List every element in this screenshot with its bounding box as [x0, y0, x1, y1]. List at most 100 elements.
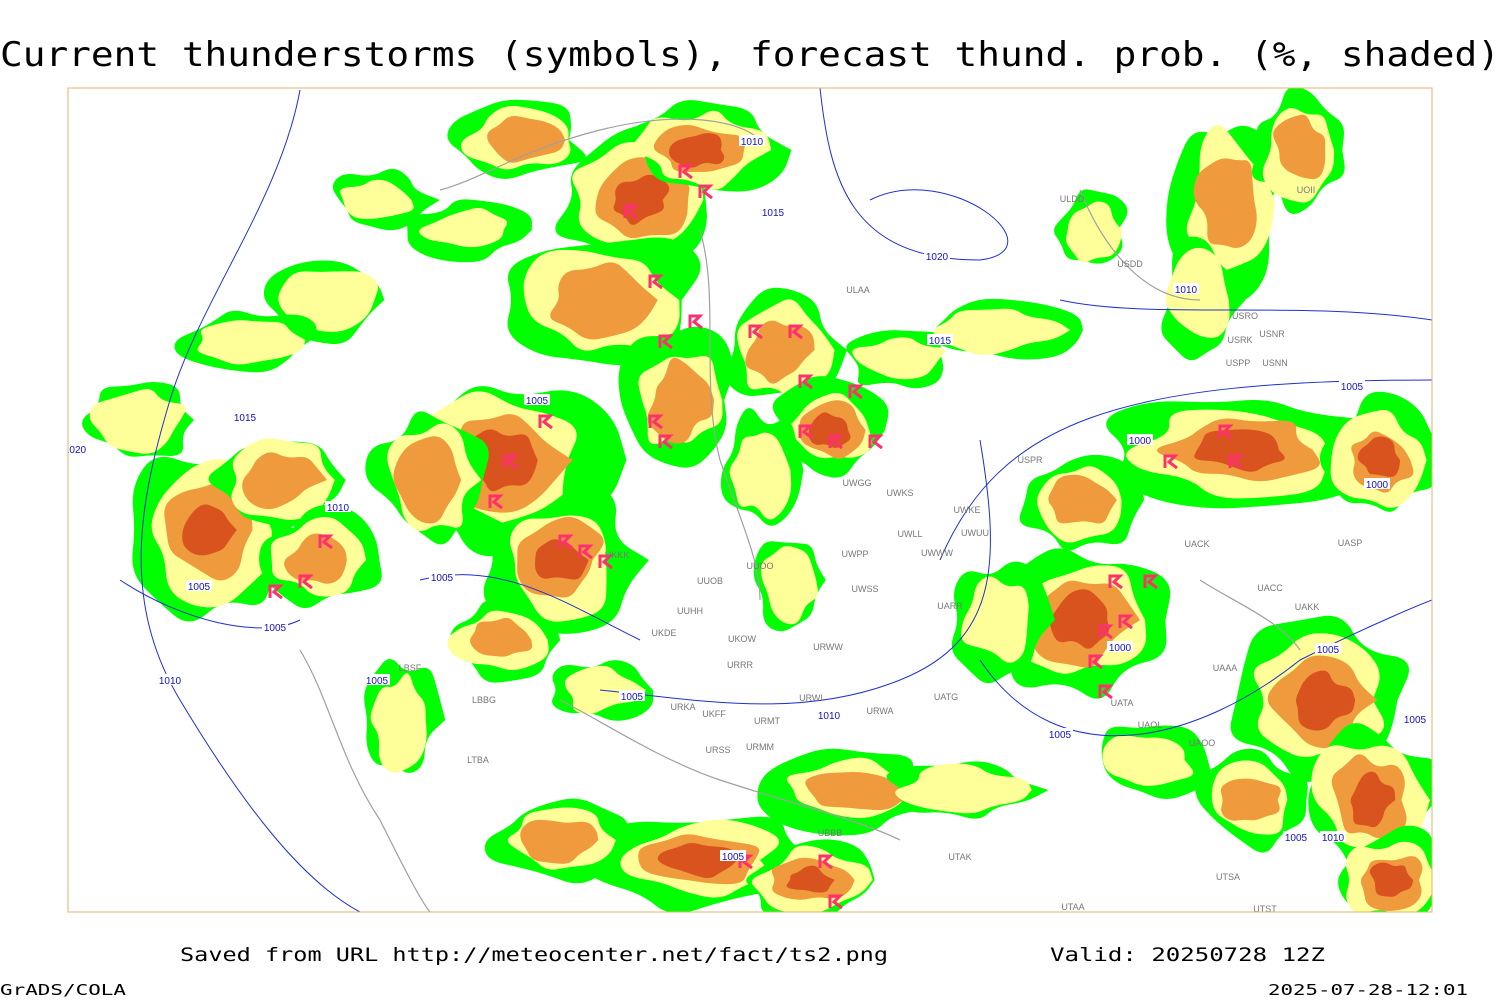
storm-symbol — [558, 534, 574, 550]
station-label: UAKK — [1295, 602, 1320, 612]
isobar-label-bg — [1315, 643, 1341, 654]
storm-symbol — [818, 854, 834, 870]
station-label: ULDD — [1060, 194, 1085, 204]
isobar-label: 1015 — [929, 336, 952, 347]
station-label: UTAK — [948, 852, 971, 862]
prob-shading — [805, 772, 910, 811]
prob-shading — [895, 763, 1032, 814]
isobar-label: 1015 — [762, 208, 785, 219]
storm-symbol — [1228, 454, 1244, 470]
isobar-label-bg — [739, 135, 765, 146]
prob-shading — [419, 207, 508, 248]
station-label: URMT — [754, 716, 780, 726]
isobar-label-bg — [1283, 831, 1309, 842]
isobar — [140, 89, 361, 912]
prob-shading — [852, 337, 946, 380]
isobar-label: 1005 — [621, 692, 644, 703]
title: Current thunderstorms (symbols), forecas… — [0, 35, 1500, 75]
prob-shading — [1369, 862, 1414, 897]
station-label: UARR — [937, 601, 963, 611]
prob-shading — [89, 389, 186, 454]
station-label: UACC — [1257, 583, 1283, 593]
station-label: UBBB — [818, 828, 843, 838]
isobar-label-bg — [1364, 478, 1390, 489]
prob-shading — [1066, 201, 1123, 263]
station-label: UAAA — [1213, 663, 1238, 673]
storm-symbol — [488, 494, 504, 510]
station-label: URWA — [867, 706, 894, 716]
station-label: URSS — [705, 745, 730, 755]
station-label: URKA — [670, 702, 695, 712]
isobar-label-bg — [325, 501, 351, 512]
software: GrADS/COLA — [0, 981, 126, 999]
station-label: UACK — [1184, 539, 1209, 549]
isobar-label-bg — [1402, 713, 1428, 724]
isobar-label: 1005 — [1049, 730, 1072, 741]
station-label: UWPP — [842, 549, 869, 559]
prob-shading — [393, 436, 462, 524]
storm-symbol — [1108, 574, 1124, 590]
valid-time: Valid: 20250728 12Z — [1050, 944, 1325, 966]
coastline — [559, 699, 901, 841]
station-label: UWKE — [954, 505, 981, 515]
isobar-label: 1000 — [1109, 643, 1132, 654]
prob-shading — [1194, 429, 1285, 472]
prob-shading — [197, 320, 306, 365]
storm-symbol — [1088, 654, 1104, 670]
prob-shading — [242, 452, 327, 510]
storm-symbol — [678, 164, 694, 180]
coastline — [1199, 579, 1301, 651]
prob-shading — [1048, 474, 1117, 524]
storm-symbol — [318, 534, 334, 550]
prob-shading — [1296, 670, 1356, 731]
prob-shading — [520, 819, 599, 864]
station-label: UTST — [1253, 904, 1277, 914]
storm-symbol — [688, 314, 704, 330]
prob-shading — [729, 432, 792, 520]
isobar-label-bg — [927, 334, 953, 345]
storm-symbol — [848, 384, 864, 400]
isobar-label-bg — [619, 690, 645, 701]
isobar-label: 1010 — [818, 711, 841, 722]
isobar-label-bg — [429, 571, 455, 582]
station-label: UAOL — [1138, 720, 1163, 730]
station-label: UWGG — [843, 478, 872, 488]
station-label: URMM — [746, 742, 774, 752]
coastline — [699, 229, 761, 601]
station-label: USPR — [1017, 455, 1043, 465]
station-label: URWI — [799, 693, 823, 703]
station-label: UWKS — [887, 488, 914, 498]
isobar-label: 1010 — [1175, 285, 1198, 296]
prob-shading — [1102, 735, 1194, 786]
isobar-label: 1020 — [64, 445, 87, 456]
isobar-label: 1010 — [1322, 833, 1345, 844]
storm-symbol — [828, 434, 844, 450]
storm-symbol — [1163, 454, 1179, 470]
storm-symbol — [1218, 424, 1234, 440]
storm-symbol — [503, 454, 519, 470]
prob-shading — [1050, 589, 1110, 649]
prob-shading — [1357, 436, 1401, 478]
coastline — [1079, 189, 1201, 301]
prob-shading — [470, 617, 533, 657]
storm-symbol — [698, 184, 714, 200]
isobar-label-bg — [1127, 434, 1153, 445]
isobar-label-bg — [232, 411, 258, 422]
prob-shading — [786, 865, 835, 893]
station-label: UWSS — [852, 584, 879, 594]
storm-symbol — [658, 434, 674, 450]
isobar-label-bg — [924, 250, 950, 261]
isobar-label-bg — [68, 443, 88, 454]
isobar — [819, 88, 1009, 261]
prob-shading — [340, 179, 414, 219]
storm-symbol — [1098, 684, 1114, 700]
coastline — [439, 118, 761, 191]
prob-shading — [487, 115, 566, 163]
isobar-label: 1005 — [366, 676, 389, 687]
station-label: UKDE — [651, 628, 676, 638]
prob-shading — [647, 357, 715, 444]
isobar-label-bg — [1107, 641, 1133, 652]
isobar-label-bg — [186, 580, 212, 591]
isobar-label: 1010 — [327, 503, 350, 514]
